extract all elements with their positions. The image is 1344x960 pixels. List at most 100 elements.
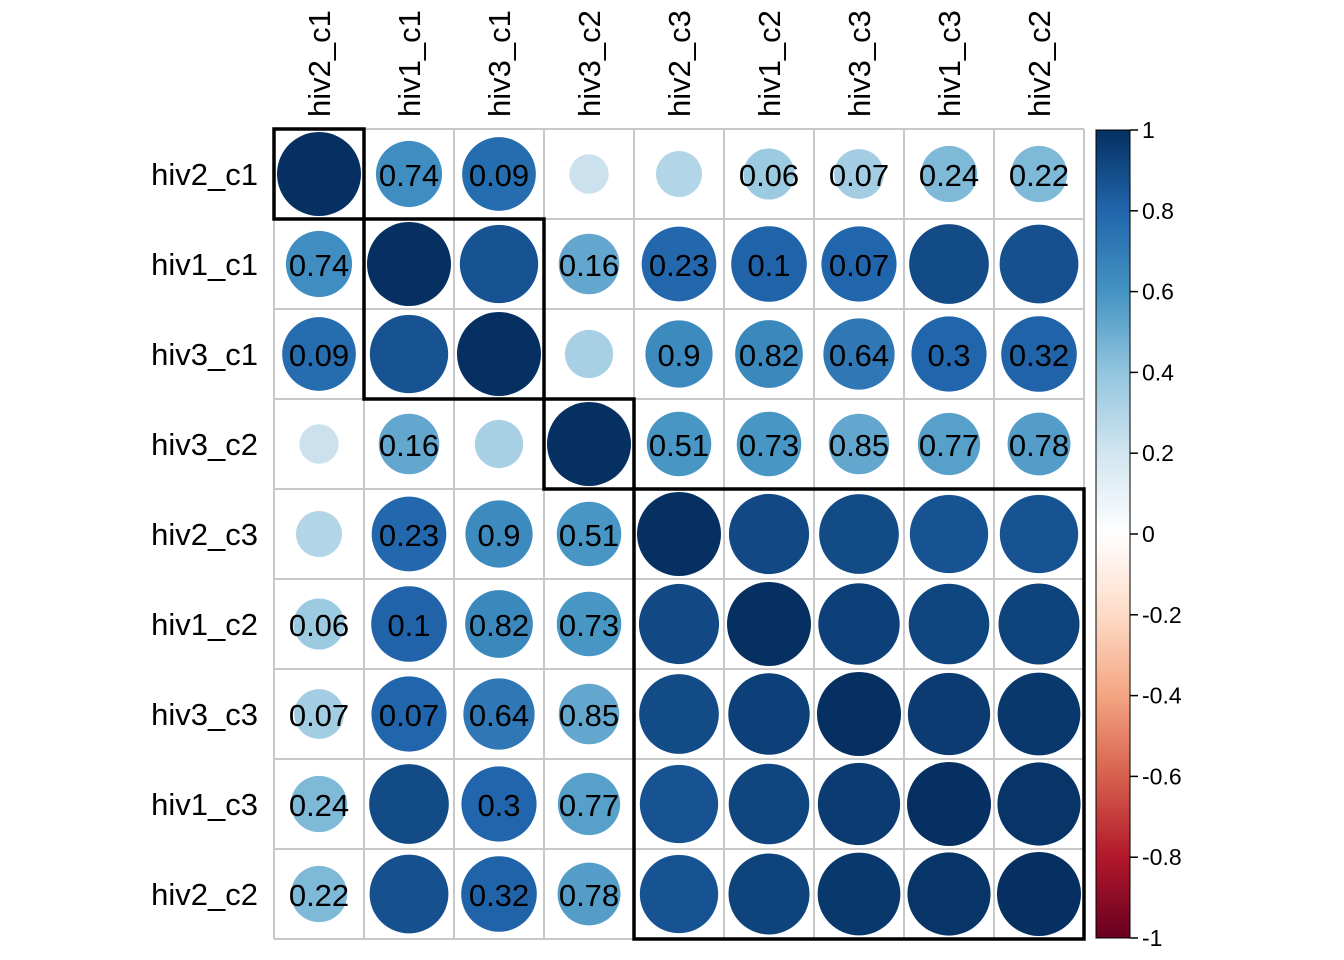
correlation-circle-hiv2_c1-hiv2_c3	[656, 151, 702, 197]
correlation-circle-hiv2_c1-hiv1_c1	[375, 140, 443, 208]
column-label-hiv2_c2: hiv2_c2	[1022, 10, 1057, 117]
pvalue-label-hiv1_c2-hiv3_c1: 0.82	[469, 608, 529, 643]
correlation-circle-hiv3_c1-hiv1_c2	[735, 320, 803, 388]
pvalue-label-hiv3_c3-hiv3_c2: 0.85	[559, 698, 619, 733]
correlation-circle-hiv1_c1-hiv1_c1	[367, 222, 451, 306]
column-label-hiv2_c1: hiv2_c1	[302, 10, 337, 117]
colorbar-tick-label: -0.6	[1142, 763, 1182, 789]
pvalue-label-hiv1_c3-hiv3_c1: 0.3	[477, 788, 520, 823]
correlation-circle-hiv1_c2-hiv3_c3	[818, 583, 900, 665]
row-label-hiv2_c3: hiv2_c3	[151, 517, 258, 552]
correlation-circle-hiv2_c1-hiv1_c2	[743, 148, 795, 200]
correlation-circle-hiv2_c2-hiv1_c1	[369, 854, 449, 934]
correlation-circle-hiv2_c3-hiv3_c1	[465, 500, 533, 568]
pvalue-label-hiv2_c3-hiv3_c1: 0.9	[477, 518, 520, 553]
correlation-circle-hiv1_c1-hiv2_c2	[999, 224, 1079, 304]
correlation-circle-hiv3_c3-hiv2_c3	[639, 674, 719, 754]
correlation-circle-hiv3_c2-hiv2_c3	[646, 411, 712, 477]
pvalue-label-layer: 0.74 0.09 0.06 0.07 0.24 0.22 0.74 0.16 0.23 0.1 0…	[289, 158, 1069, 913]
correlation-circle-hiv2_c3-hiv1_c3	[909, 494, 989, 574]
cluster-box-3	[542, 397, 636, 491]
colorbar-tick-label: 0.6	[1142, 279, 1174, 305]
colorbar-tick-label: 0.8	[1142, 198, 1174, 224]
row-label-layer: hiv2_c1 hiv1_c1 hiv3_c1 hiv3_c2 hiv2_c3 hiv1_…	[151, 157, 258, 912]
correlation-circle-hiv1_c3-hiv3_c3	[817, 762, 901, 846]
cluster-box-1	[272, 127, 366, 221]
correlation-circle-hiv1_c1-hiv1_c2	[731, 226, 807, 302]
correlation-circle-hiv3_c3-hiv2_c2	[997, 672, 1081, 756]
pvalue-label-hiv1_c1-hiv3_c2: 0.16	[559, 248, 619, 283]
pvalue-label-hiv1_c1-hiv1_c2: 0.1	[747, 248, 790, 283]
correlation-circle-hiv3_c2-hiv1_c2	[736, 411, 802, 477]
correlation-circle-hiv1_c2-hiv3_c1	[465, 590, 533, 658]
correlation-circle-hiv3_c3-hiv1_c2	[728, 673, 810, 755]
pvalue-label-hiv3_c3-hiv3_c1: 0.64	[469, 698, 529, 733]
correlation-circle-hiv2_c3-hiv2_c3	[637, 492, 721, 576]
correlation-circle-hiv2_c1-hiv1_c3	[920, 145, 978, 203]
correlation-circle-hiv3_c1-hiv2_c1	[282, 317, 356, 391]
row-label-hiv3_c2: hiv3_c2	[151, 427, 258, 462]
correlation-circle-hiv3_c3-hiv3_c1	[463, 678, 535, 750]
correlation-circle-hiv2_c3-hiv3_c3	[819, 494, 899, 574]
correlation-circle-hiv2_c3-hiv1_c1	[371, 496, 447, 572]
correlation-circle-hiv3_c3-hiv3_c2	[558, 683, 620, 745]
row-label-hiv2_c2: hiv2_c2	[151, 877, 258, 912]
colorbar-tick-label: -1	[1142, 925, 1162, 951]
correlation-circle-hiv1_c2-hiv1_c2	[727, 582, 811, 666]
correlation-circle-hiv2_c2-hiv3_c3	[817, 852, 901, 936]
correlation-circle-hiv2_c3-hiv2_c2	[999, 494, 1079, 574]
correlation-circle-hiv1_c3-hiv1_c2	[728, 763, 810, 845]
correlation-circle-hiv3_c3-hiv3_c3	[817, 672, 901, 756]
correlation-circle-hiv3_c2-hiv3_c1	[474, 419, 524, 469]
correlation-circle-hiv2_c1-hiv3_c2	[569, 154, 609, 194]
pvalue-label-hiv3_c2-hiv3_c3: 0.85	[829, 428, 889, 463]
pvalue-label-hiv1_c3-hiv3_c2: 0.77	[559, 788, 619, 823]
pvalue-label-hiv3_c2-hiv2_c3: 0.51	[649, 428, 709, 463]
correlation-circle-hiv2_c3-hiv3_c2	[556, 501, 622, 567]
correlation-circle-hiv1_c3-hiv2_c1	[290, 775, 348, 833]
correlation-circle-hiv2_c2-hiv1_c3	[907, 852, 991, 936]
correlation-circle-hiv1_c2-hiv1_c1	[371, 586, 447, 662]
pvalue-label-hiv1_c2-hiv3_c2: 0.73	[559, 608, 619, 643]
colorbar-tick-label: -0.2	[1142, 602, 1182, 628]
column-label-hiv2_c3: hiv2_c3	[662, 10, 697, 117]
pvalue-label-hiv2_c2-hiv3_c1: 0.32	[469, 878, 529, 913]
colorbar-tick-label: 0	[1142, 521, 1155, 547]
pvalue-label-hiv2_c1-hiv1_c2: 0.06	[739, 158, 799, 193]
pvalue-label-hiv2_c3-hiv1_c1: 0.23	[379, 518, 439, 553]
pvalue-label-hiv1_c2-hiv2_c1: 0.06	[289, 608, 349, 643]
correlation-circle-hiv1_c1-hiv2_c3	[641, 226, 717, 302]
correlation-circle-hiv2_c1-hiv3_c3	[834, 149, 884, 199]
correlation-circle-hiv3_c1-hiv2_c3	[645, 320, 713, 388]
correlation-circle-hiv1_c2-hiv2_c1	[293, 598, 345, 650]
correlation-circle-hiv2_c1-hiv2_c2	[1010, 145, 1068, 203]
colorbar-tick-label: 0.4	[1142, 359, 1174, 385]
pvalue-label-hiv2_c2-hiv2_c1: 0.22	[289, 878, 349, 913]
correlation-circle-hiv1_c1-hiv2_c1	[285, 230, 353, 298]
correlation-circle-hiv1_c3-hiv3_c1	[461, 766, 537, 842]
pvalue-label-hiv3_c1-hiv2_c1: 0.09	[289, 338, 349, 373]
correlation-circle-hiv3_c3-hiv2_c1	[294, 689, 344, 739]
correlation-circle-hiv1_c1-hiv3_c1	[459, 224, 539, 304]
correlation-circle-hiv2_c2-hiv3_c2	[557, 862, 621, 926]
correlation-circle-hiv2_c2-hiv1_c2	[728, 853, 810, 935]
correlation-circle-hiv1_c3-hiv2_c2	[997, 762, 1081, 846]
correlation-circle-hiv2_c3-hiv1_c2	[728, 493, 810, 575]
correlation-circle-hiv3_c1-hiv2_c2	[1001, 316, 1077, 392]
colorbar-tick-label: 0.2	[1142, 440, 1174, 466]
correlation-circle-hiv1_c2-hiv3_c2	[556, 591, 622, 657]
pvalue-label-hiv1_c1-hiv2_c1: 0.74	[289, 248, 349, 283]
correlation-circle-hiv3_c2-hiv3_c3	[828, 413, 890, 475]
pvalue-label-hiv1_c3-hiv2_c1: 0.24	[289, 788, 349, 823]
column-label-layer: hiv2_c1 hiv1_c1 hiv3_c1 hiv3_c2 hiv2_c3 hiv1_…	[302, 10, 1057, 117]
correlation-circle-hiv2_c2-hiv2_c3	[639, 854, 719, 934]
correlation-circle-hiv3_c1-hiv3_c1	[457, 312, 541, 396]
colorbar-tick-label: -0.4	[1142, 683, 1182, 709]
pvalue-label-hiv1_c2-hiv1_c1: 0.1	[387, 608, 430, 643]
pvalue-label-hiv3_c3-hiv1_c1: 0.07	[379, 698, 439, 733]
pvalue-label-hiv3_c2-hiv2_c2: 0.78	[1009, 428, 1069, 463]
pvalue-label-hiv3_c1-hiv1_c3: 0.3	[927, 338, 970, 373]
pvalue-label-hiv3_c2-hiv1_c1: 0.16	[379, 428, 439, 463]
